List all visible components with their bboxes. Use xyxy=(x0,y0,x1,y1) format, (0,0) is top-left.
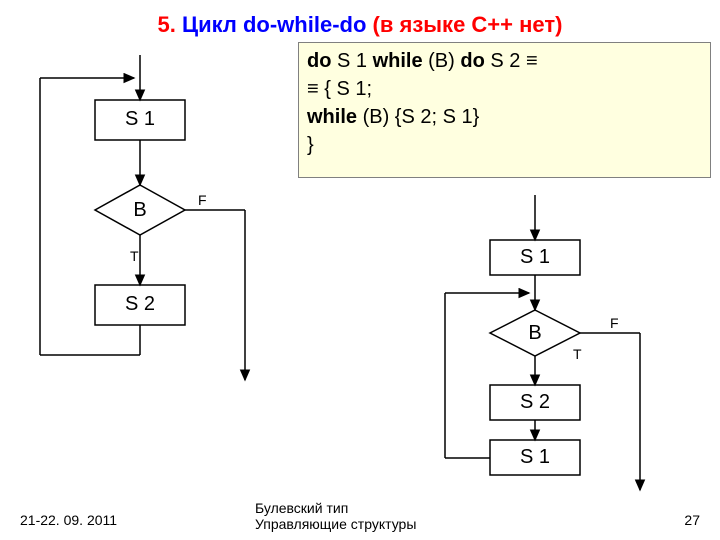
left-false-label: F xyxy=(198,192,207,208)
left-b-label: B xyxy=(125,199,155,222)
right-true-label: T xyxy=(573,346,582,362)
page-number: 27 xyxy=(684,512,700,528)
footer-center: Булевский тип Управляющие структуры xyxy=(255,500,416,532)
right-s1a-label: S 1 xyxy=(490,246,580,269)
left-true-label: T xyxy=(130,248,139,264)
left-s1-label: S 1 xyxy=(95,108,185,131)
footer-date: 21-22. 09. 2011 xyxy=(20,512,117,528)
right-b-label: B xyxy=(520,322,550,345)
left-s2-label: S 2 xyxy=(95,293,185,316)
right-s1b-label: S 1 xyxy=(490,446,580,469)
flowcharts xyxy=(0,0,720,540)
right-false-label: F xyxy=(610,315,619,331)
right-s2-label: S 2 xyxy=(490,391,580,414)
